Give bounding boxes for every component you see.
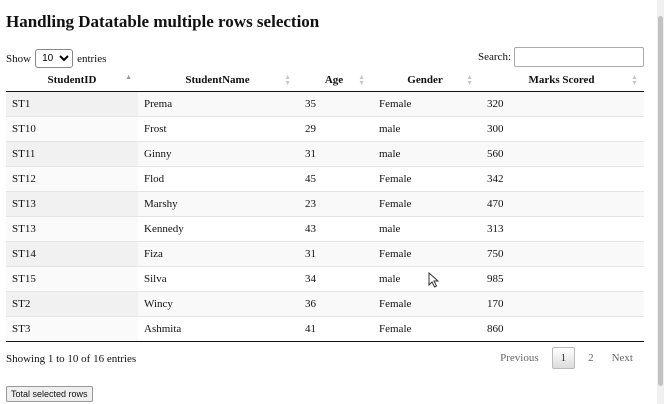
cell-studentid: ST3 [6,316,138,342]
cell-studentid: ST13 [6,191,138,217]
pagination: Previous 1 2 Next [491,347,642,369]
cell-marks: 860 [479,316,644,342]
cell-age: 31 [297,241,371,267]
cell-studentname: Ginny [138,141,297,167]
cell-age: 45 [297,166,371,192]
table-row[interactable]: ST3 Ashmita 41 Female 860 [6,316,644,342]
table-row[interactable]: ST14 Fiza 31 Female 750 [6,241,644,267]
cell-studentid: ST15 [6,266,138,292]
cell-gender: Female [371,91,479,117]
search-label: Search: [478,51,511,63]
table-row[interactable]: ST10 Frost 29 male 300 [6,116,644,142]
page-2-button[interactable]: 2 [588,352,594,364]
cell-gender: male [371,266,479,292]
entries-label: entries [77,52,107,65]
page-title: Handling Datatable multiple rows selecti… [6,12,320,31]
cell-marks: 300 [479,116,644,142]
sort-both-icon: ▲ ▼ [631,73,638,87]
cell-gender: Female [371,291,479,317]
table-row[interactable]: ST12 Flod 45 Female 342 [6,166,644,192]
cell-age: 43 [297,216,371,242]
cell-studentname: Prema [138,91,297,117]
cell-studentid: ST2 [6,291,138,317]
cell-marks: 985 [479,266,644,292]
table-row[interactable]: ST15 Silva 34 male 985 [6,266,644,292]
sort-both-icon: ▲ ▼ [466,73,473,87]
cell-age: 35 [297,91,371,117]
cell-age: 23 [297,191,371,217]
cell-studentid: ST14 [6,241,138,267]
cell-age: 29 [297,116,371,142]
page-scrollbar[interactable] [657,0,664,404]
cell-gender: male [371,216,479,242]
table-row[interactable]: ST11 Ginny 31 male 560 [6,141,644,167]
cell-studentid: ST11 [6,141,138,167]
sort-ascending-icon: ▲ [125,73,132,81]
col-header-marks[interactable]: Marks Scored ▲ ▼ [479,69,644,92]
students-table: StudentID ▲ StudentName ▲ ▼ Age ▲ ▼ Gender ▲ ▼ … [6,69,644,342]
cell-marks: 313 [479,216,644,242]
cell-studentname: Wincy [138,291,297,317]
cell-studentname: Fiza [138,241,297,267]
col-header-gender[interactable]: Gender ▲ ▼ [371,69,479,92]
table-header-row: StudentID ▲ StudentName ▲ ▼ Age ▲ ▼ Gender ▲ ▼ … [6,69,644,92]
table-row[interactable]: ST2 Wincy 36 Female 170 [6,291,644,317]
cell-studentname: Kennedy [138,216,297,242]
cell-marks: 750 [479,241,644,267]
sort-both-icon: ▲ ▼ [284,73,291,87]
cell-studentname: Marshy [138,191,297,217]
col-header-studentname[interactable]: StudentName ▲ ▼ [138,69,297,92]
total-selected-rows-button[interactable]: Total selected rows [6,386,93,402]
cell-marks: 342 [479,166,644,192]
cell-age: 36 [297,291,371,317]
scrollbar-thumb[interactable] [658,16,663,386]
cell-studentname: Ashmita [138,316,297,342]
search-control: Search: [478,47,644,67]
cell-gender: male [371,141,479,167]
cell-studentid: ST12 [6,166,138,192]
cell-marks: 560 [479,141,644,167]
cell-marks: 170 [479,291,644,317]
col-header-age[interactable]: Age ▲ ▼ [297,69,371,92]
mouse-cursor-icon [428,272,440,288]
table-row[interactable]: ST13 Marshy 23 Female 470 [6,191,644,217]
cell-studentname: Flod [138,166,297,192]
cell-age: 31 [297,141,371,167]
cell-gender: Female [371,241,479,267]
col-header-studentid[interactable]: StudentID ▲ [6,69,138,92]
table-info: Showing 1 to 10 of 16 entries [6,353,137,365]
entries-select[interactable]: 10 [35,49,74,68]
cell-studentid: ST10 [6,116,138,142]
cell-gender: Female [371,191,479,217]
cell-studentid: ST1 [6,91,138,117]
cell-gender: Female [371,316,479,342]
page-1-button[interactable]: 1 [551,347,576,369]
cell-gender: Female [371,166,479,192]
cell-studentid: ST13 [6,216,138,242]
table-row[interactable]: ST13 Kennedy 43 male 313 [6,216,644,242]
cell-age: 41 [297,316,371,342]
cell-gender: male [371,116,479,142]
sort-both-icon: ▲ ▼ [358,73,365,87]
cell-studentname: Silva [138,266,297,292]
show-label: Show [6,52,32,65]
table-row[interactable]: ST1 Prema 35 Female 320 [6,91,644,117]
cell-age: 34 [297,266,371,292]
cell-marks: 320 [479,91,644,117]
entries-length-control: Show 10 entries [6,49,106,68]
cell-studentname: Frost [138,116,297,142]
next-button[interactable]: Next [611,352,633,364]
previous-button[interactable]: Previous [500,352,539,364]
cell-marks: 470 [479,191,644,217]
search-input[interactable] [514,47,644,67]
